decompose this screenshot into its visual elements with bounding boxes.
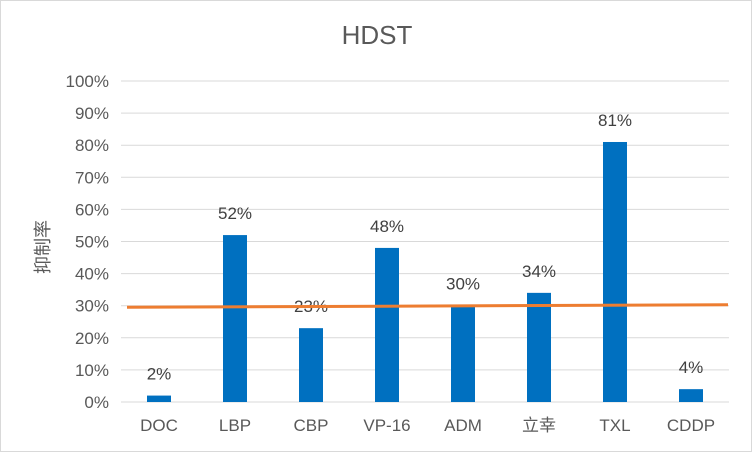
y-tick-label: 70% bbox=[75, 168, 109, 187]
y-tick-label: 90% bbox=[75, 104, 109, 123]
data-label: 2% bbox=[147, 365, 172, 384]
reference-line-group bbox=[126, 303, 729, 309]
bar bbox=[527, 292, 551, 402]
chart-title: HDST bbox=[342, 20, 413, 50]
gridlines bbox=[121, 80, 729, 403]
bars bbox=[147, 141, 703, 403]
x-tick-label: DOC bbox=[140, 416, 178, 435]
bar bbox=[147, 395, 171, 402]
data-label: 4% bbox=[679, 358, 704, 377]
y-tick-label: 80% bbox=[75, 136, 109, 155]
bar bbox=[299, 328, 323, 402]
data-label: 52% bbox=[218, 204, 252, 223]
y-tick-label: 50% bbox=[75, 233, 109, 252]
y-tick-label: 20% bbox=[75, 329, 109, 348]
x-tick-label: LBP bbox=[219, 416, 251, 435]
x-tick-label: ADM bbox=[444, 416, 482, 435]
x-axis-ticks: DOC LBP CBP VP-16 ADM 立幸 TXL CDDP bbox=[140, 416, 715, 435]
x-tick-label: CDDP bbox=[667, 416, 715, 435]
data-label: 81% bbox=[598, 111, 632, 130]
x-tick-label: 立幸 bbox=[522, 416, 556, 435]
data-label: 48% bbox=[370, 217, 404, 236]
y-tick-label: 60% bbox=[75, 200, 109, 219]
bar bbox=[603, 141, 627, 403]
bar bbox=[679, 389, 703, 402]
y-axis-label: 抑制率 bbox=[33, 220, 54, 274]
x-tick-label: VP-16 bbox=[363, 416, 410, 435]
reference-line bbox=[126, 303, 729, 309]
y-axis-ticks: 0% 10% 20% 30% 40% 50% 60% 70% 80% 90% 100% bbox=[66, 72, 109, 412]
data-label: 34% bbox=[522, 262, 556, 281]
x-tick-label: TXL bbox=[599, 416, 630, 435]
bar bbox=[375, 247, 399, 402]
bar bbox=[223, 235, 247, 402]
bar bbox=[451, 305, 475, 402]
data-label: 30% bbox=[446, 275, 480, 294]
data-labels: 2%52%23%48%30%34%81%4% bbox=[147, 111, 704, 384]
y-tick-label: 30% bbox=[75, 297, 109, 316]
y-tick-label: 40% bbox=[75, 265, 109, 284]
y-tick-label: 10% bbox=[75, 361, 109, 380]
y-tick-label: 100% bbox=[66, 72, 109, 91]
y-tick-label: 0% bbox=[84, 393, 109, 412]
x-tick-label: CBP bbox=[294, 416, 329, 435]
